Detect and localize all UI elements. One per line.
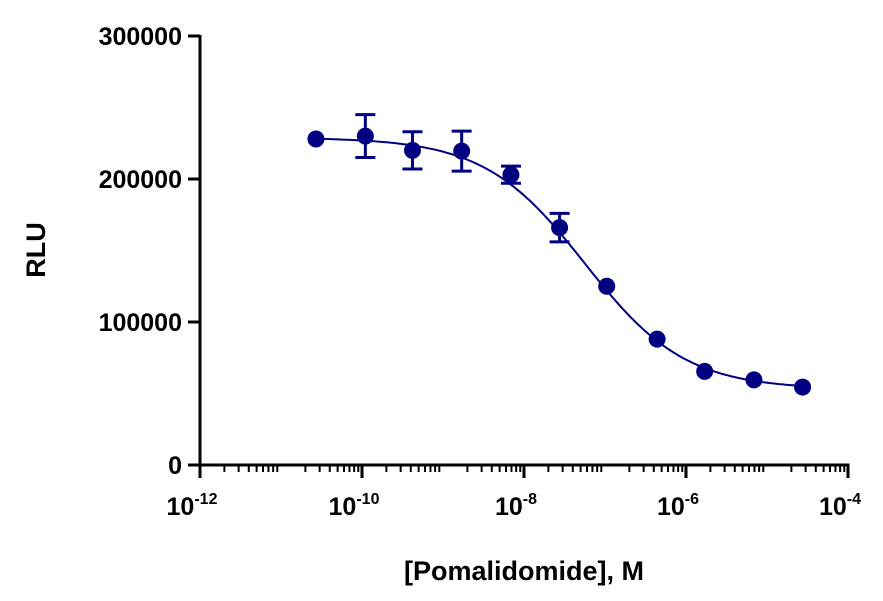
data-point <box>648 330 666 348</box>
y-axis-label: RLU <box>21 222 51 278</box>
data-point <box>794 378 812 396</box>
y-tick-label: 0 <box>168 452 182 480</box>
data-point <box>551 219 569 237</box>
data-point <box>307 130 325 148</box>
data-point <box>356 127 374 145</box>
data-points <box>307 113 812 396</box>
x-tick-label: 10-4 <box>819 491 861 521</box>
data-point <box>696 362 714 380</box>
axes <box>198 35 850 467</box>
data-point <box>598 277 616 295</box>
x-tick-label: 10-10 <box>329 491 380 521</box>
ticks: 0 100000 200000 300000 10-12 10-10 10-8 10-6 10-… <box>99 23 862 521</box>
data-point <box>403 141 421 159</box>
y-tick-label: 300000 <box>99 23 182 51</box>
x-axis-label: [Pomalidomide], M <box>404 556 644 586</box>
x-tick-label: 10-8 <box>495 491 537 521</box>
data-point <box>453 142 471 160</box>
x-tick-label: 10-6 <box>657 491 699 521</box>
fit-curve <box>315 137 803 387</box>
data-point <box>745 371 763 389</box>
y-tick-label: 100000 <box>99 309 182 337</box>
y-tick-label: 200000 <box>99 166 182 194</box>
data-point <box>502 166 520 184</box>
x-tick-label: 10-12 <box>167 491 218 521</box>
